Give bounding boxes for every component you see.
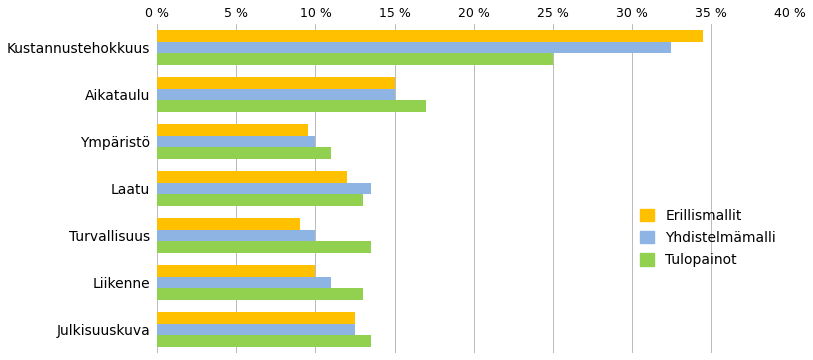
Bar	[157, 312, 355, 324]
Bar	[157, 54, 553, 65]
Bar	[157, 171, 347, 183]
Bar	[157, 42, 672, 54]
Bar	[157, 336, 371, 347]
Bar	[157, 277, 332, 288]
Bar	[157, 288, 363, 300]
Bar	[157, 324, 355, 336]
Legend: Erillismallit, Yhdistelmämalli, Tulopainot: Erillismallit, Yhdistelmämalli, Tulopain…	[633, 202, 783, 274]
Bar	[157, 89, 394, 100]
Bar	[157, 265, 315, 277]
Bar	[157, 148, 332, 159]
Bar	[157, 30, 703, 42]
Bar	[157, 218, 300, 230]
Bar	[157, 230, 315, 242]
Bar	[157, 194, 363, 206]
Bar	[157, 124, 307, 136]
Bar	[157, 100, 426, 112]
Bar	[157, 77, 394, 89]
Bar	[157, 242, 371, 253]
Bar	[157, 183, 371, 194]
Bar	[157, 136, 315, 148]
